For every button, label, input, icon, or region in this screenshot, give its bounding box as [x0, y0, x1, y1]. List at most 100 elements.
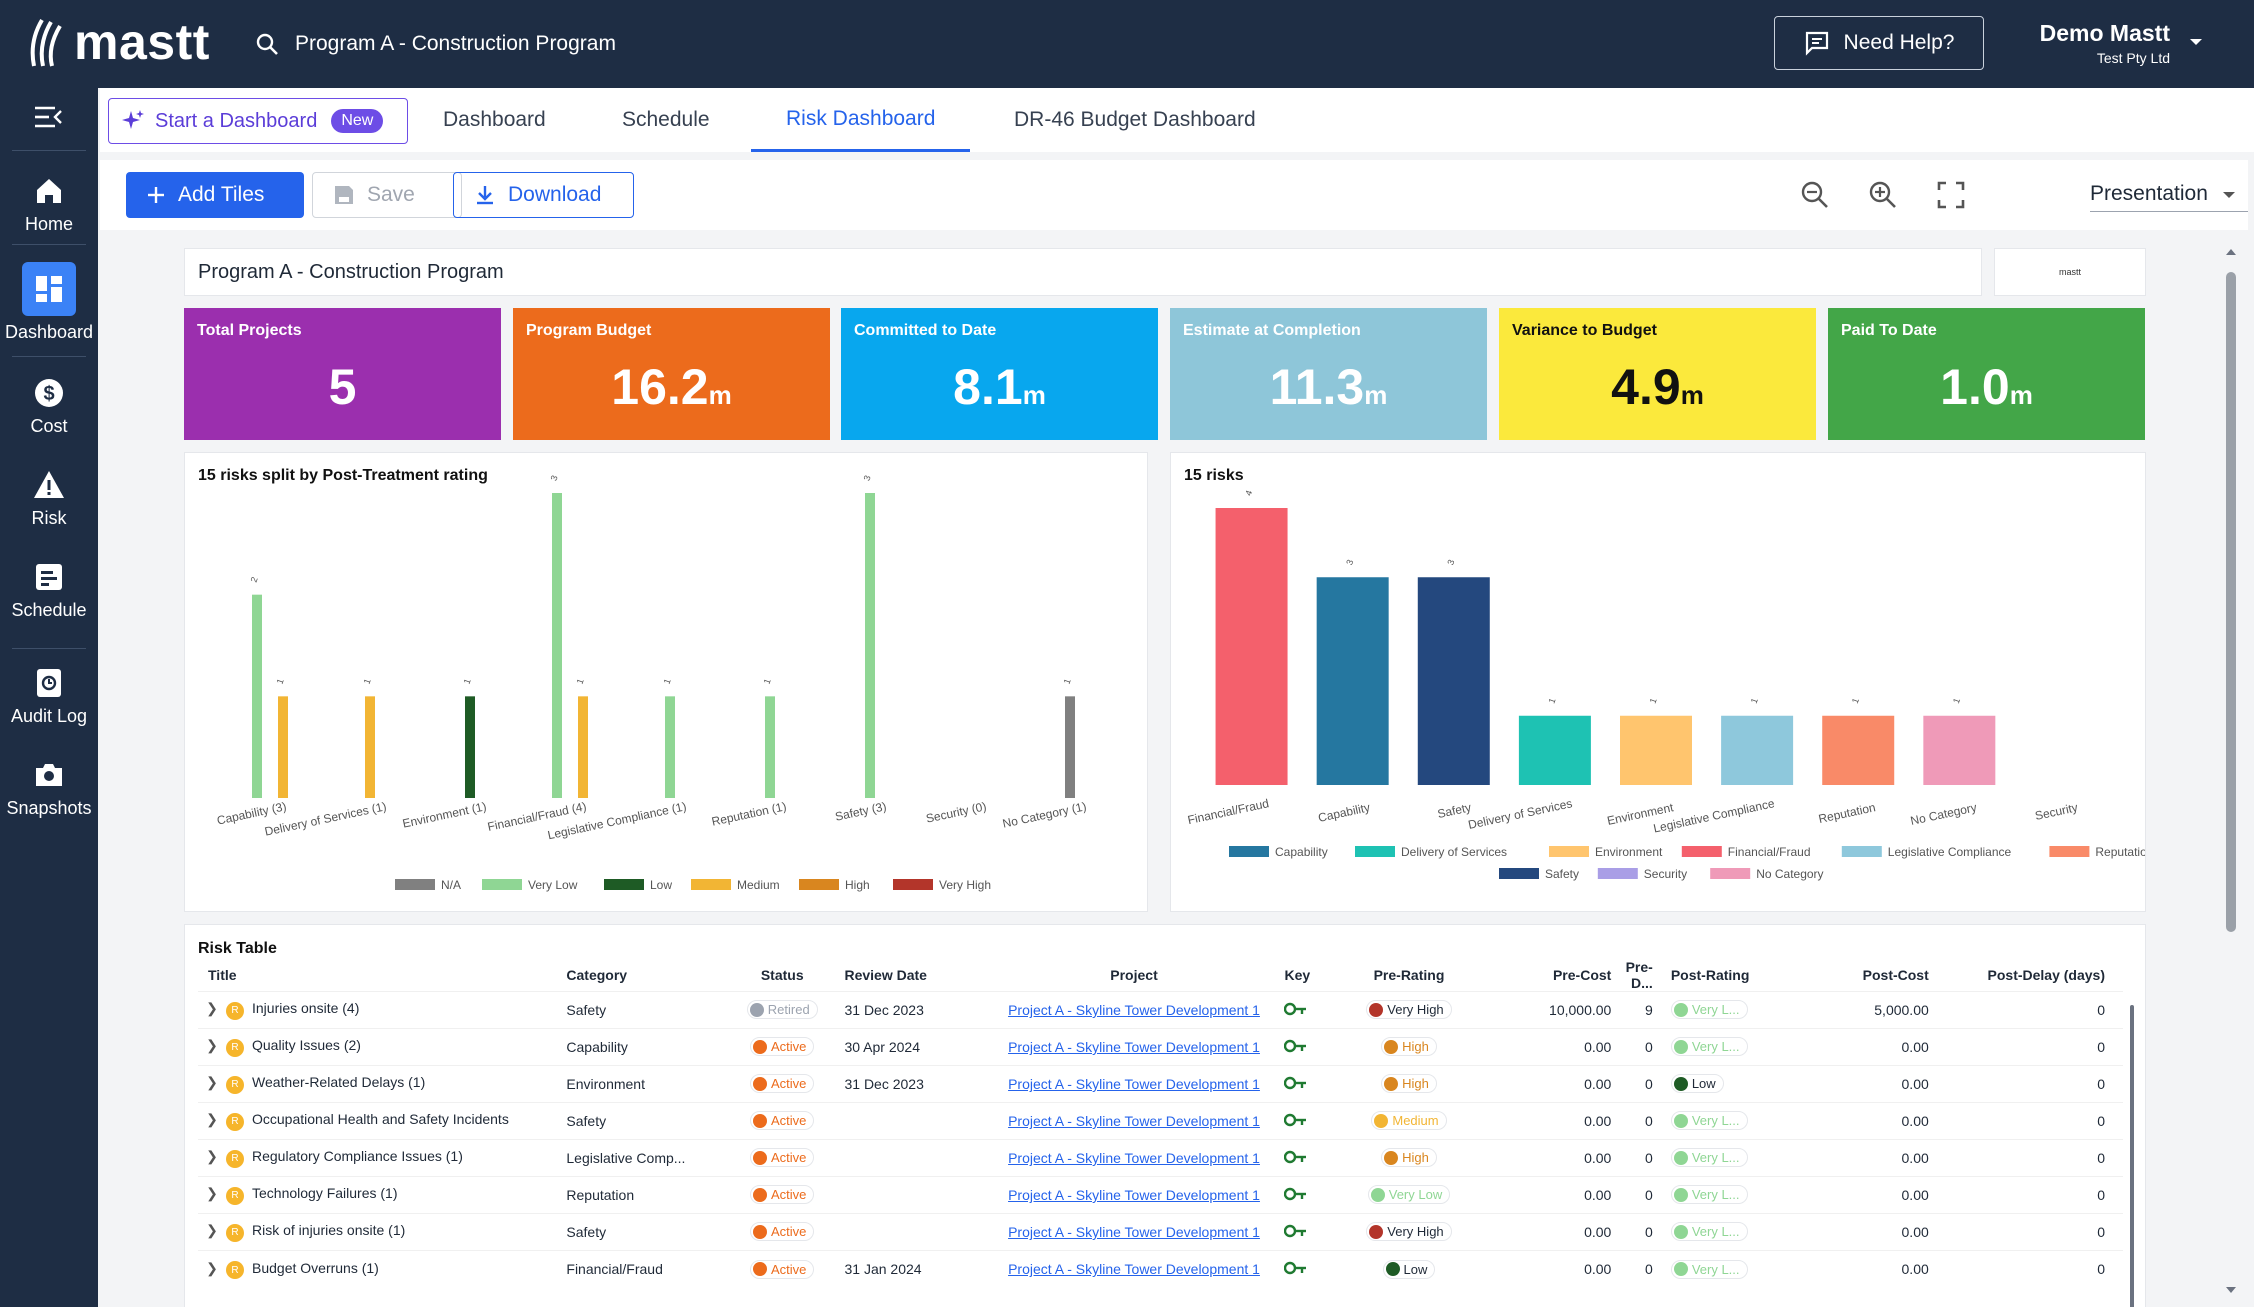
legend-label[interactable]: Security [1644, 867, 1687, 881]
risk-title[interactable]: Occupational Health and Safety Incidents [252, 1111, 509, 1128]
key-icon[interactable] [1284, 1076, 1308, 1090]
scroll-down-icon[interactable] [2222, 1284, 2240, 1296]
table-row[interactable]: ❯ R Occupational Health and Safety Inciden… [198, 1102, 2123, 1140]
expand-row-icon[interactable]: ❯ [206, 1111, 218, 1128]
dashboard-logo[interactable]: mastt [1994, 248, 2146, 296]
table-row[interactable]: ❯ R Risk of injuries onsite (1) Safety Activ… [198, 1213, 2123, 1251]
sidebar-item-schedule[interactable]: Schedule [0, 560, 98, 621]
legend-label[interactable]: Legislative Compliance [1888, 845, 2012, 859]
sidebar-item-risk[interactable]: Risk [0, 468, 98, 529]
expand-row-icon[interactable]: ❯ [206, 1259, 218, 1276]
table-row[interactable]: ❯ R Budget Overruns (1) Financial/Fraud Acti… [198, 1250, 2123, 1288]
bar[interactable] [252, 594, 262, 798]
dashboard-title[interactable]: Program A - Construction Program [184, 248, 1982, 296]
project-link[interactable]: Project A - Skyline Tower Development 1 [1008, 1150, 1260, 1166]
chart-panel-risks[interactable]: 15 risks 4 Financial/Fraud 3 Capability 3 Saf… [1170, 452, 2146, 912]
bar[interactable] [278, 696, 288, 798]
legend-label[interactable]: No Category [1756, 867, 1823, 881]
bar[interactable] [365, 696, 375, 798]
table-scrollbar[interactable] [2130, 1005, 2134, 1307]
kpi-variance-to-budget[interactable]: Variance to Budget 4.9m [1499, 308, 1816, 440]
legend-label[interactable]: Reputation [2095, 845, 2145, 859]
sidebar-item-audit-log[interactable]: Audit Log [0, 666, 98, 727]
need-help-button[interactable]: Need Help? [1774, 16, 1984, 70]
sidebar-item-dashboard[interactable]: Dashboard [0, 262, 98, 343]
caret-down-icon[interactable] [2188, 36, 2204, 48]
kpi-paid-to-date[interactable]: Paid To Date 1.0m [1828, 308, 2145, 440]
key-icon[interactable] [1284, 1224, 1308, 1238]
project-link[interactable]: Project A - Skyline Tower Development 1 [1008, 1076, 1260, 1092]
project-link[interactable]: Project A - Skyline Tower Development 1 [1008, 1187, 1260, 1203]
bar[interactable] [1215, 508, 1288, 785]
view-mode-select[interactable]: Presentation [2090, 182, 2248, 212]
key-icon[interactable] [1284, 1187, 1308, 1201]
risk-title[interactable]: Regulatory Compliance Issues (1) [252, 1148, 463, 1165]
tab-budget-dashboard[interactable]: DR-46 Budget Dashboard [1014, 108, 1256, 131]
table-row[interactable]: ❯ R Quality Issues (2) Capability Active 30 A… [198, 1028, 2123, 1066]
risk-title[interactable]: Injuries onsite (4) [252, 1000, 360, 1017]
column-header[interactable]: Status [760, 967, 804, 983]
zoom-out-icon[interactable] [1800, 180, 1830, 210]
tab-dashboard[interactable]: Dashboard [443, 108, 546, 131]
column-header[interactable]: Review Date [844, 967, 927, 983]
key-icon[interactable] [1284, 1113, 1308, 1127]
project-link[interactable]: Project A - Skyline Tower Development 1 [1008, 1224, 1260, 1240]
zoom-in-icon[interactable] [1868, 180, 1898, 210]
fullscreen-icon[interactable] [1936, 180, 1966, 210]
expand-row-icon[interactable]: ❯ [206, 1074, 218, 1091]
expand-row-icon[interactable]: ❯ [206, 1148, 218, 1165]
legend-label[interactable]: Very Low [528, 878, 578, 892]
program-search[interactable]: Program A - Construction Program [255, 22, 616, 66]
bar[interactable] [578, 696, 588, 798]
risk-title[interactable]: Weather-Related Delays (1) [252, 1074, 426, 1091]
download-button[interactable]: Download [453, 172, 634, 218]
bar[interactable] [1316, 577, 1389, 785]
expand-row-icon[interactable]: ❯ [206, 1037, 218, 1054]
column-header[interactable]: Project [1110, 967, 1158, 983]
kpi-total-projects[interactable]: Total Projects 5 [184, 308, 501, 440]
legend-label[interactable]: Safety [1545, 867, 1579, 881]
project-link[interactable]: Project A - Skyline Tower Development 1 [1008, 1113, 1260, 1129]
column-header[interactable]: Pre-Cost [1552, 967, 1612, 983]
legend-label[interactable]: Medium [737, 878, 780, 892]
bar[interactable] [665, 696, 675, 798]
kpi-estimate-at-completion[interactable]: Estimate at Completion 11.3m [1170, 308, 1487, 440]
expand-row-icon[interactable]: ❯ [206, 1000, 218, 1017]
save-button[interactable]: Save [312, 172, 462, 218]
mastt-logo[interactable]: mastt [30, 12, 210, 72]
risk-title[interactable]: Budget Overruns (1) [252, 1259, 379, 1276]
key-icon[interactable] [1284, 1261, 1308, 1275]
key-icon[interactable] [1284, 1002, 1308, 1016]
risk-title[interactable]: Risk of injuries onsite (1) [252, 1222, 406, 1239]
expand-row-icon[interactable]: ❯ [206, 1222, 218, 1239]
table-row[interactable]: ❯ R Injuries onsite (4) Safety Retired 31 Dec… [198, 991, 2123, 1029]
bar[interactable] [765, 696, 775, 798]
bar[interactable] [552, 493, 562, 798]
legend-label[interactable]: Environment [1595, 845, 1663, 859]
chart-panel-post-treatment[interactable]: 15 risks split by Post-Treatment rating … [184, 452, 1148, 912]
scroll-up-icon[interactable] [2222, 246, 2240, 258]
bar[interactable] [1620, 715, 1692, 785]
tab-schedule[interactable]: Schedule [622, 108, 710, 131]
bar[interactable] [1065, 696, 1075, 798]
risk-title[interactable]: Technology Failures (1) [252, 1185, 398, 1202]
key-icon[interactable] [1284, 1150, 1308, 1164]
project-link[interactable]: Project A - Skyline Tower Development 1 [1008, 1002, 1260, 1018]
legend-label[interactable]: N/A [441, 878, 461, 892]
project-link[interactable]: Project A - Skyline Tower Development 1 [1008, 1039, 1260, 1055]
sidebar-item-home[interactable]: Home [0, 174, 98, 235]
column-header[interactable]: Title [208, 967, 237, 983]
column-header[interactable]: Post-Cost [1862, 967, 1929, 983]
collapse-menu-icon[interactable] [33, 104, 63, 130]
bar[interactable] [1721, 715, 1794, 785]
column-header[interactable]: Pre-Rating [1373, 967, 1445, 983]
column-header[interactable]: Key [1284, 967, 1311, 983]
table-row[interactable]: ❯ R Technology Failures (1) Reputation Activ… [198, 1176, 2123, 1214]
kpi-committed-to-date[interactable]: Committed to Date 8.1m [841, 308, 1158, 440]
sidebar-item-cost[interactable]: $ Cost [0, 376, 98, 437]
table-row[interactable]: ❯ R Weather-Related Delays (1) Environment A… [198, 1065, 2123, 1103]
key-icon[interactable] [1284, 1039, 1308, 1053]
column-header[interactable]: Pre-D... [1625, 959, 1653, 991]
bar[interactable] [865, 493, 875, 798]
tab-risk-dashboard[interactable]: Risk Dashboard [751, 88, 971, 152]
